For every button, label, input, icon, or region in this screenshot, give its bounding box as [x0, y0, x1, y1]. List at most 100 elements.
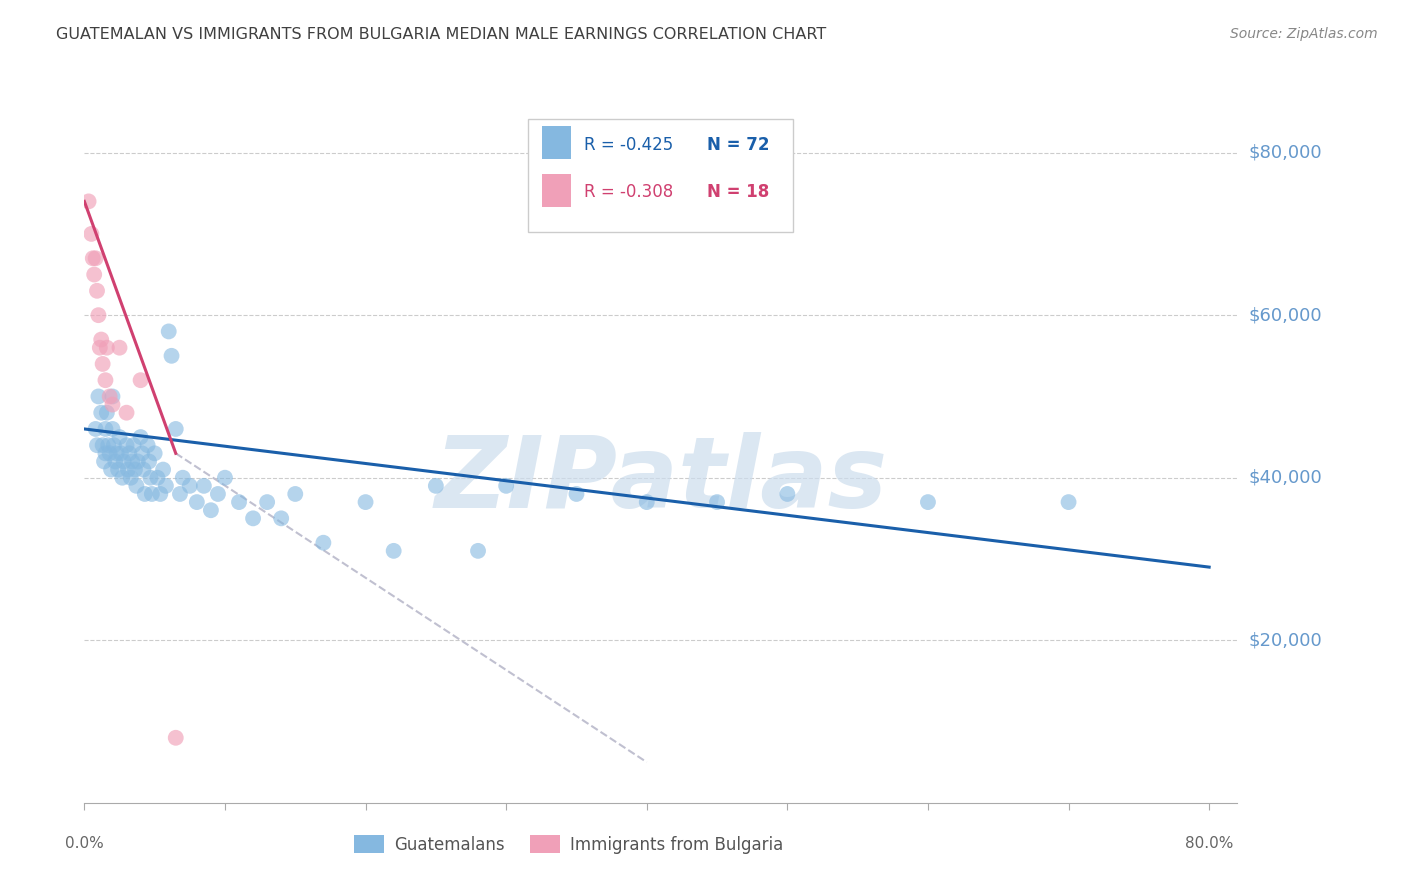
Point	[207, 487, 229, 501]
Point	[120, 471, 142, 485]
Point	[565, 487, 588, 501]
Point	[100, 462, 122, 476]
Text: N = 72: N = 72	[707, 136, 769, 153]
Point	[98, 446, 121, 460]
Point	[706, 495, 728, 509]
Point	[312, 535, 335, 549]
FancyBboxPatch shape	[543, 174, 571, 207]
Point	[1057, 495, 1080, 509]
Point	[165, 731, 187, 745]
Point	[143, 446, 166, 460]
Point	[80, 227, 103, 241]
Point	[84, 422, 107, 436]
Text: Source: ZipAtlas.com: Source: ZipAtlas.com	[1230, 27, 1378, 41]
Point	[90, 406, 112, 420]
Point	[382, 544, 405, 558]
Point	[179, 479, 201, 493]
Point	[214, 471, 236, 485]
Point	[96, 341, 118, 355]
Text: N = 18: N = 18	[707, 183, 769, 201]
Point	[122, 438, 145, 452]
Point	[87, 308, 110, 322]
Text: R = -0.425: R = -0.425	[583, 136, 673, 153]
Point	[160, 349, 183, 363]
Text: $60,000: $60,000	[1249, 306, 1323, 324]
Point	[101, 389, 124, 403]
Point	[115, 406, 138, 420]
Text: ZIPatlas: ZIPatlas	[434, 433, 887, 530]
Text: $40,000: $40,000	[1249, 468, 1323, 487]
Point	[97, 438, 120, 452]
Point	[636, 495, 658, 509]
Point	[115, 438, 138, 452]
Point	[917, 495, 939, 509]
Point	[134, 487, 156, 501]
Legend: Guatemalans, Immigrants from Bulgaria: Guatemalans, Immigrants from Bulgaria	[347, 829, 790, 860]
Text: 0.0%: 0.0%	[65, 836, 104, 851]
Point	[84, 252, 107, 266]
Point	[467, 544, 489, 558]
Point	[149, 487, 172, 501]
Point	[108, 341, 131, 355]
Point	[242, 511, 264, 525]
Point	[200, 503, 222, 517]
Point	[495, 479, 517, 493]
Point	[94, 446, 117, 460]
Point	[776, 487, 799, 501]
Point	[104, 454, 127, 468]
Point	[101, 422, 124, 436]
Point	[131, 446, 153, 460]
Point	[118, 446, 141, 460]
Point	[94, 422, 117, 436]
Point	[193, 479, 215, 493]
Point	[112, 454, 135, 468]
Point	[94, 373, 117, 387]
Point	[111, 471, 134, 485]
Point	[121, 454, 143, 468]
Point	[138, 454, 160, 468]
Text: GUATEMALAN VS IMMIGRANTS FROM BULGARIA MEDIAN MALE EARNINGS CORRELATION CHART: GUATEMALAN VS IMMIGRANTS FROM BULGARIA M…	[56, 27, 827, 42]
Point	[165, 422, 187, 436]
Point	[141, 487, 163, 501]
Point	[169, 487, 191, 501]
Point	[129, 430, 152, 444]
Point	[155, 479, 177, 493]
Point	[101, 398, 124, 412]
Point	[103, 438, 125, 452]
Point	[98, 389, 121, 403]
Point	[132, 462, 155, 476]
FancyBboxPatch shape	[543, 126, 571, 159]
Text: R = -0.308: R = -0.308	[583, 183, 673, 201]
FancyBboxPatch shape	[529, 119, 793, 232]
Point	[152, 462, 174, 476]
Point	[77, 194, 100, 209]
Point	[86, 284, 108, 298]
Point	[228, 495, 250, 509]
Point	[125, 479, 148, 493]
Point	[90, 333, 112, 347]
Point	[82, 252, 104, 266]
Point	[354, 495, 377, 509]
Point	[91, 438, 114, 452]
Point	[256, 495, 278, 509]
Point	[425, 479, 447, 493]
Point	[136, 438, 159, 452]
Point	[146, 471, 169, 485]
Point	[83, 268, 105, 282]
Point	[139, 471, 162, 485]
Point	[124, 462, 146, 476]
Point	[87, 389, 110, 403]
Text: $80,000: $80,000	[1249, 144, 1323, 161]
Point	[105, 446, 128, 460]
Point	[108, 430, 131, 444]
Point	[89, 341, 111, 355]
Point	[172, 471, 194, 485]
Point	[117, 462, 139, 476]
Point	[186, 495, 208, 509]
Point	[129, 373, 152, 387]
Point	[86, 438, 108, 452]
Point	[127, 454, 149, 468]
Point	[93, 454, 115, 468]
Text: $20,000: $20,000	[1249, 632, 1323, 649]
Point	[96, 406, 118, 420]
